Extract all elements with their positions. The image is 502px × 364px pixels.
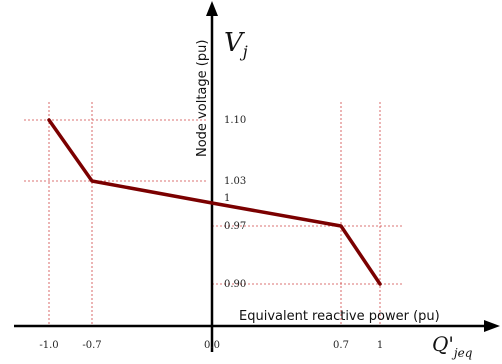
x-tick-label: 1 [377, 340, 383, 351]
x-tick-label: 0.7 [333, 340, 349, 351]
y-tick-label: 1.03 [224, 176, 246, 187]
x-axis-symbol: Q'jeq [432, 332, 473, 360]
axes [14, 1, 500, 352]
tick-labels: -1.0 -0.7 0.0 0.7 1 1.10 1.03 1 0.97 0.90 [39, 115, 383, 351]
y-tick-label: 1 [224, 193, 230, 204]
y-axis-label: Node voltage (pu) [195, 40, 210, 157]
series-curve [47, 118, 382, 286]
x-tick-label: 0.0 [204, 340, 220, 351]
y-tick-label: 0.90 [224, 279, 246, 290]
x-axis-arrow [484, 320, 500, 332]
y-axis-symbol: Vj [224, 28, 248, 61]
x-axis-label: Equivalent reactive power (pu) [239, 309, 440, 324]
series-line [47, 118, 382, 286]
x-tick-label: -0.7 [82, 340, 101, 351]
y-tick-label: 0.97 [224, 221, 246, 232]
reference-gridlines [24, 102, 404, 326]
y-tick-label: 1.10 [224, 115, 246, 126]
y-axis-arrow [206, 1, 218, 16]
x-tick-label: -1.0 [39, 340, 58, 351]
